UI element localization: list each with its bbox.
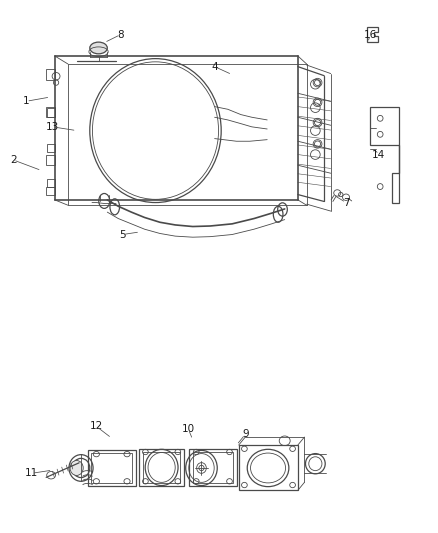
Text: 1: 1	[23, 96, 30, 106]
Text: 14: 14	[372, 150, 385, 159]
Text: 10: 10	[182, 424, 195, 434]
Ellipse shape	[70, 461, 83, 475]
Text: 8: 8	[117, 30, 124, 39]
Text: 16: 16	[364, 30, 377, 39]
Text: 2: 2	[10, 155, 17, 165]
Text: 12: 12	[90, 422, 103, 431]
Text: 13: 13	[46, 122, 59, 132]
Text: 7: 7	[343, 198, 350, 207]
Ellipse shape	[90, 42, 107, 54]
Text: 5: 5	[119, 230, 126, 239]
Text: 9: 9	[242, 430, 249, 439]
Text: 11: 11	[25, 469, 38, 478]
Text: 4: 4	[211, 62, 218, 71]
